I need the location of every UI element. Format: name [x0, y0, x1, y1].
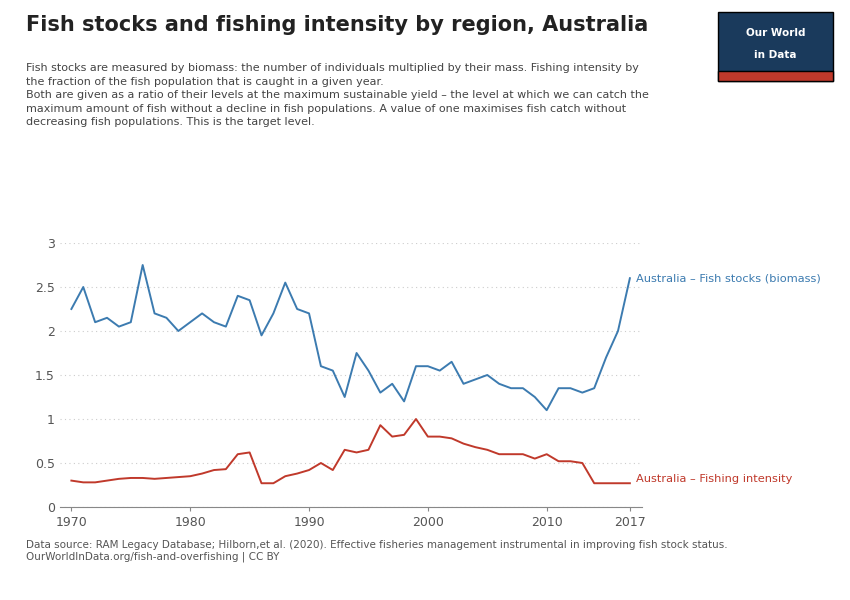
- Text: Our World: Our World: [746, 28, 805, 38]
- Text: Fish stocks are measured by biomass: the number of individuals multiplied by the: Fish stocks are measured by biomass: the…: [26, 63, 649, 127]
- Text: Australia – Fishing intensity: Australia – Fishing intensity: [636, 474, 792, 484]
- Text: Fish stocks and fishing intensity by region, Australia: Fish stocks and fishing intensity by reg…: [26, 15, 648, 35]
- FancyBboxPatch shape: [718, 12, 833, 81]
- FancyBboxPatch shape: [718, 71, 833, 81]
- Text: Australia – Fish stocks (biomass): Australia – Fish stocks (biomass): [636, 273, 820, 283]
- Text: in Data: in Data: [755, 50, 796, 60]
- Text: Data source: RAM Legacy Database; Hilborn,et al. (2020). Effective fisheries man: Data source: RAM Legacy Database; Hilbor…: [26, 540, 727, 562]
